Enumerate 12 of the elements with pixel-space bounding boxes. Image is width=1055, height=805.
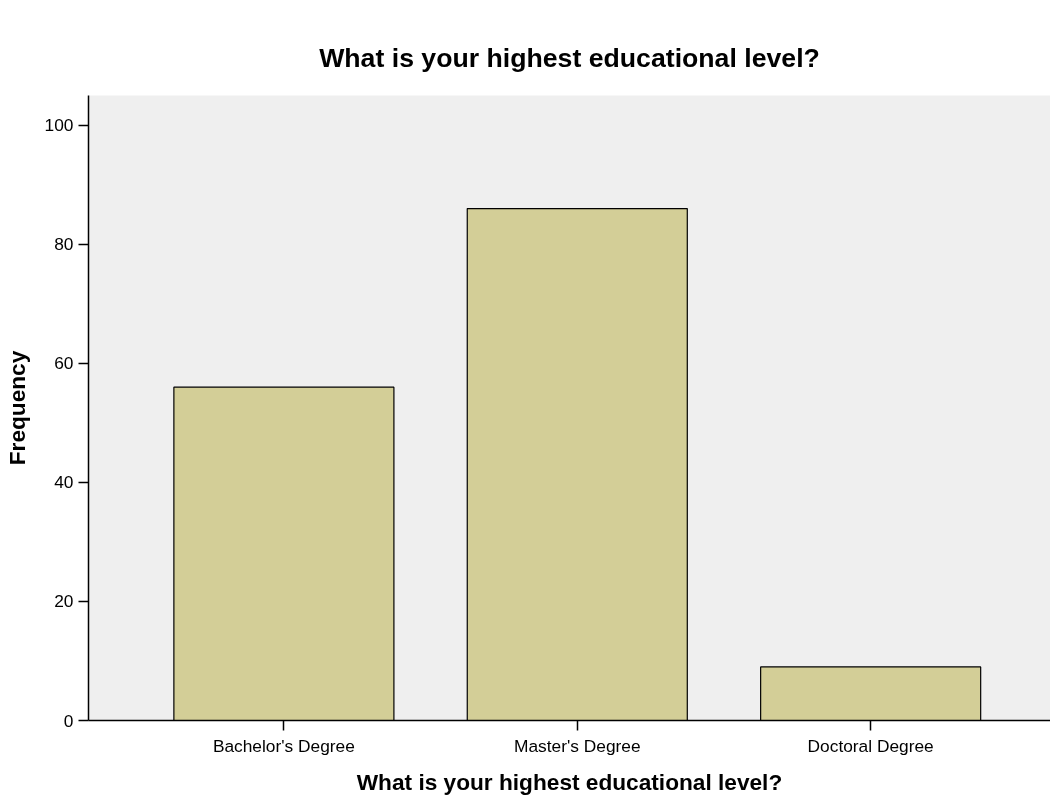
x-axis-title: What is your highest educational level?	[356, 768, 783, 795]
x-tick-label: Doctoral Degree	[807, 735, 934, 756]
y-tick-label: 20	[54, 591, 74, 612]
chart-title: What is your highest educational level?	[319, 43, 820, 73]
y-tick-label: 100	[44, 115, 74, 136]
y-axis-title: Frequency	[3, 350, 30, 466]
y-tick-label: 80	[54, 234, 74, 255]
y-tick-label: 0	[63, 710, 74, 731]
x-tick-label: Bachelor's Degree	[212, 735, 355, 756]
x-tick-label: Master's Degree	[513, 735, 641, 756]
y-tick-label: 60	[54, 353, 74, 374]
y-tick-label: 40	[54, 472, 74, 493]
